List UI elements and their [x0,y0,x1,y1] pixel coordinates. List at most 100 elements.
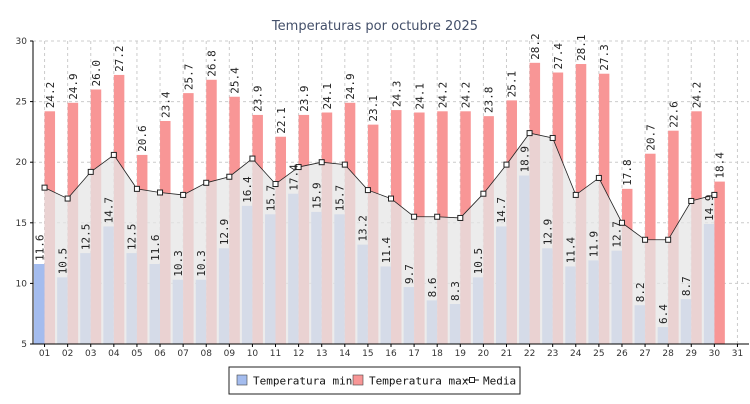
label-max-04: 27.2 [113,45,126,72]
label-min-22: 18.9 [518,146,531,173]
x-tick-label-18: 18 [431,349,443,359]
label-min-26: 12.7 [611,221,624,248]
average-point-19 [457,214,464,221]
average-point-23 [549,134,556,141]
label-min-28: 6.4 [657,304,670,324]
x-tick-label-04: 04 [108,349,120,359]
y-tick-label-30: 30 [16,37,28,47]
label-max-05: 20.6 [136,125,149,152]
legend: Temperatura min Temperatura max Media [228,366,521,395]
y-tick-label-25: 25 [16,98,27,108]
label-min-09: 12.9 [218,219,231,246]
average-point-30 [711,191,718,198]
x-tick-label-05: 05 [131,349,142,359]
average-point-18 [434,213,441,220]
label-min-15: 13.2 [357,215,370,242]
label-max-12: 23.9 [298,85,311,112]
label-max-06: 23.4 [159,91,172,118]
data-labels: 11.6 10.5 12.5 14.7 12.5 11.6 10.3 10.3 12.9 16.4… [33,33,726,324]
label-max-30: 18.4 [714,152,727,179]
average-point-17 [411,213,418,220]
x-tick-label-03: 03 [85,349,96,359]
average-point-06 [157,189,164,196]
label-max-13: 24.1 [321,83,334,110]
average-point-26 [618,219,625,226]
label-min-18: 8.6 [426,277,439,297]
average-point-04 [110,151,117,158]
x-tick-label-27: 27 [639,349,650,359]
x-tick-label-22: 22 [524,349,535,359]
x-tick-label-02: 02 [62,349,73,359]
label-min-29: 8.7 [680,276,693,296]
label-min-23: 12.9 [541,219,554,246]
average-point-05 [133,185,140,192]
label-max-29: 24.2 [691,82,704,109]
x-tick-label-23: 23 [547,349,558,359]
legend-swatch-max [352,374,364,386]
average-point-10 [249,155,256,162]
x-tick-label-17: 17 [408,349,419,359]
label-min-02: 10.5 [56,248,69,275]
label-max-10: 23.9 [252,85,265,112]
label-min-06: 11.6 [149,235,162,262]
x-tick-label-28: 28 [662,349,674,359]
x-tick-label-12: 12 [293,349,304,359]
average-point-13 [318,159,325,166]
average-point-03 [87,168,94,175]
label-max-14: 24.9 [344,73,357,100]
x-tick-label-10: 10 [247,349,259,359]
bar-max-30 [714,181,725,344]
average-point-28 [665,236,672,243]
average-point-16 [388,195,394,202]
legend-label-min: Temperatura min [253,375,352,388]
average-area [44,133,715,344]
label-min-04: 14.7 [103,197,116,224]
bar-min-01 [34,264,45,344]
y-tick-label-10: 10 [16,279,28,289]
average-point-27 [642,236,649,243]
label-max-21: 25.1 [506,71,519,98]
x-tick-label-31: 31 [732,349,743,359]
x-tick-label-11: 11 [270,349,281,359]
label-min-03: 12.5 [79,224,92,251]
average-point-20 [480,190,487,197]
label-min-30: 14.9 [703,195,716,222]
legend-swatch-min [236,374,248,386]
label-min-12: 17.4 [287,164,300,191]
x-tick-label-08: 08 [200,349,212,359]
label-min-24: 11.4 [565,237,578,264]
label-min-08: 10.3 [195,250,208,277]
label-min-01: 11.6 [33,235,46,262]
label-max-17: 24.1 [413,83,426,110]
average-point-11 [272,181,279,188]
label-max-28: 22.6 [667,101,680,128]
label-max-26: 17.8 [621,159,634,186]
label-max-16: 24.3 [390,81,403,108]
label-min-17: 9.7 [403,264,416,284]
x-tick-label-30: 30 [709,349,721,359]
x-tick-label-13: 13 [316,349,327,359]
label-max-03: 26.0 [90,60,103,87]
label-min-21: 14.7 [495,197,508,224]
label-max-23: 27.4 [552,43,565,70]
label-max-02: 24.9 [67,73,80,100]
label-max-22: 28.2 [529,33,542,60]
x-tick-label-09: 09 [224,349,236,359]
label-min-14: 15.7 [334,185,347,212]
average-point-08 [203,179,210,186]
legend-marker-avg [469,377,475,383]
label-max-27: 20.7 [644,124,657,151]
label-min-25: 11.9 [588,231,601,258]
x-tick-label-15: 15 [362,349,373,359]
x-tick-label-01: 01 [39,349,50,359]
label-min-07: 10.3 [172,250,185,277]
average-point-29 [688,197,695,204]
label-max-19: 24.2 [460,82,473,109]
average-point-01 [41,184,48,191]
average-point-21 [503,161,510,168]
x-tick-label-07: 07 [177,349,188,359]
label-min-27: 8.2 [634,282,647,302]
label-min-10: 16.4 [241,176,254,203]
